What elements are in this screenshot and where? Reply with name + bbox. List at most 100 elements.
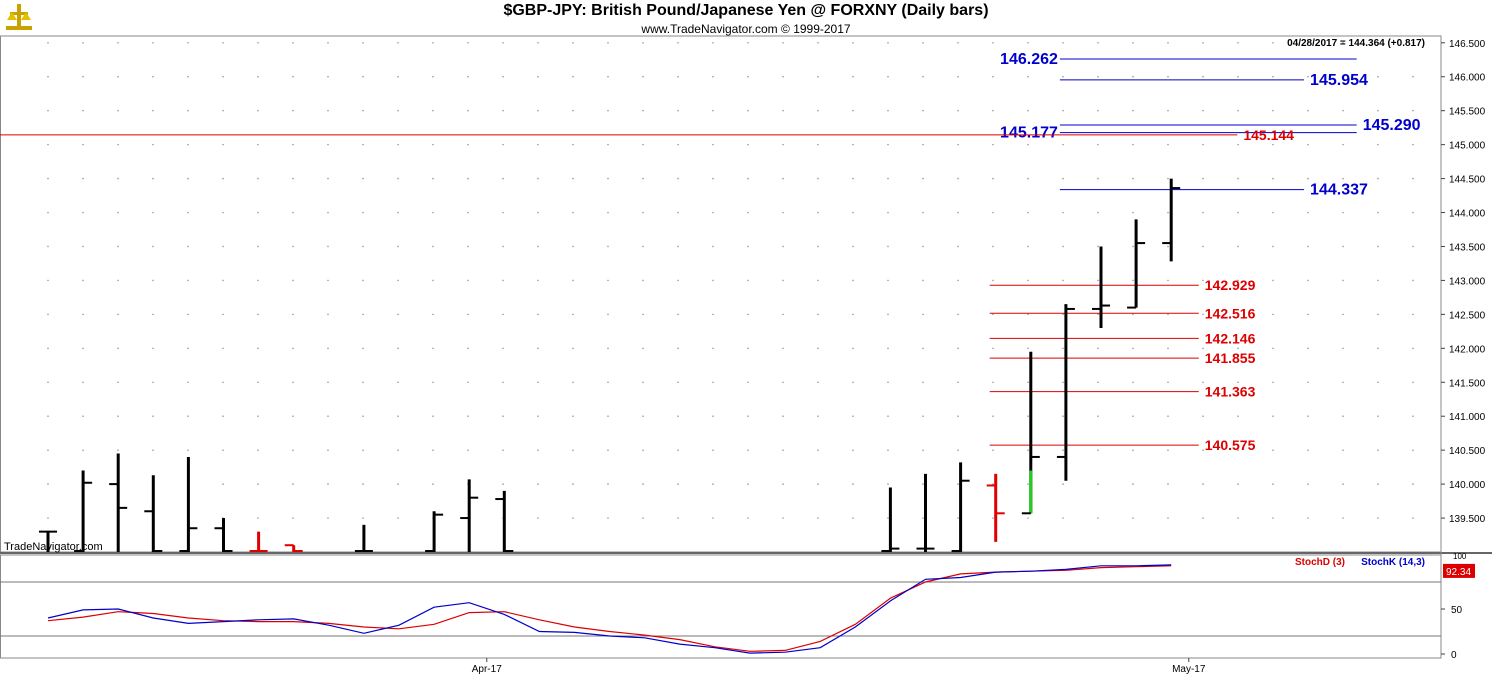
grid-dot	[677, 449, 679, 451]
grid-dot	[712, 143, 714, 146]
grid-dot	[397, 245, 399, 248]
grid-dot	[1097, 517, 1099, 519]
grid-dot	[572, 41, 574, 44]
grid-dot	[922, 211, 924, 214]
grid-dot	[117, 279, 119, 282]
grid-dot	[1307, 211, 1309, 214]
grid-dot	[1272, 483, 1274, 485]
grid-dot	[222, 415, 224, 418]
grid-dot	[642, 41, 644, 44]
grid-dot	[992, 449, 994, 451]
grid-dot	[572, 279, 574, 282]
y-tick-label: 139.500	[1449, 514, 1486, 525]
grid-dot	[782, 483, 784, 485]
grid-dot	[1132, 177, 1134, 180]
grid-dot	[572, 75, 574, 78]
grid-dot	[292, 143, 294, 146]
grid-dot	[432, 313, 434, 316]
grid-dot	[222, 313, 224, 316]
grid-dot	[1377, 483, 1379, 485]
stoch-last-value: 92.34	[1446, 567, 1471, 578]
grid-dot	[502, 75, 504, 78]
grid-dot	[187, 449, 189, 451]
grid-dot	[327, 109, 329, 112]
grid-dot	[257, 245, 259, 248]
grid-dot	[712, 415, 714, 418]
grid-dot	[257, 75, 259, 78]
y-tick-label: 142.500	[1449, 310, 1486, 321]
grid-dot	[1272, 41, 1274, 44]
grid-dot	[432, 177, 434, 180]
grid-dot	[47, 279, 49, 282]
grid-dot	[397, 177, 399, 180]
grid-dot	[712, 279, 714, 282]
grid-dot	[782, 177, 784, 180]
grid-dot	[712, 109, 714, 112]
grid-dot	[677, 211, 679, 214]
grid-dot	[222, 449, 224, 451]
grid-dot	[817, 449, 819, 451]
grid-dot	[1272, 415, 1274, 418]
grid-dot	[572, 313, 574, 316]
grid-dot	[1307, 483, 1309, 485]
y-tick-label: 141.500	[1449, 378, 1486, 389]
grid-dot	[47, 381, 49, 384]
grid-dot	[1202, 313, 1204, 316]
grid-dot	[992, 313, 994, 316]
grid-dot	[47, 313, 49, 316]
grid-dot	[222, 279, 224, 282]
grid-dot	[327, 313, 329, 316]
grid-dot	[572, 517, 574, 519]
grid-dot	[397, 483, 399, 485]
grid-dot	[432, 109, 434, 112]
grid-dot	[992, 517, 994, 519]
grid-dot	[747, 177, 749, 180]
grid-dot	[292, 279, 294, 282]
grid-dot	[1132, 41, 1134, 44]
grid-dot	[992, 41, 994, 44]
grid-dot	[887, 75, 889, 78]
grid-dot	[117, 313, 119, 316]
grid-dot	[1272, 211, 1274, 214]
grid-dot	[47, 41, 49, 44]
y-tick-label: 144.000	[1449, 209, 1486, 220]
grid-dot	[82, 381, 84, 384]
stochk-legend: StochK (14,3)	[1361, 557, 1425, 568]
grid-dot	[1307, 177, 1309, 180]
grid-dot	[82, 313, 84, 316]
grid-dot	[362, 211, 364, 214]
grid-dot	[922, 245, 924, 248]
grid-dot	[1272, 75, 1274, 78]
grid-dot	[852, 483, 854, 485]
grid-dot	[572, 211, 574, 214]
grid-dot	[1342, 313, 1344, 316]
grid-dot	[117, 245, 119, 248]
grid-dot	[677, 415, 679, 418]
grid-dot	[117, 109, 119, 112]
grid-dot	[362, 109, 364, 112]
grid-dot	[1167, 415, 1169, 418]
grid-dot	[572, 483, 574, 485]
grid-dot	[117, 41, 119, 44]
grid-dot	[922, 279, 924, 282]
grid-dot	[1097, 483, 1099, 485]
grid-dot	[782, 449, 784, 451]
grid-dot	[362, 279, 364, 282]
grid-dot	[47, 347, 49, 350]
grid-dot	[677, 245, 679, 248]
grid-dot	[887, 483, 889, 485]
grid-dot	[537, 347, 539, 350]
grid-dot	[117, 211, 119, 214]
grid-dot	[1027, 245, 1029, 248]
grid-dot	[747, 279, 749, 282]
grid-dot	[537, 245, 539, 248]
grid-dot	[712, 347, 714, 350]
grid-dot	[1342, 347, 1344, 350]
grid-dot	[1167, 75, 1169, 78]
x-tick-label: Apr-17	[472, 664, 502, 675]
grid-dot	[1342, 517, 1344, 519]
grid-dot	[117, 143, 119, 146]
grid-dot	[222, 483, 224, 485]
grid-dot	[1062, 279, 1064, 282]
grid-dot	[957, 415, 959, 418]
